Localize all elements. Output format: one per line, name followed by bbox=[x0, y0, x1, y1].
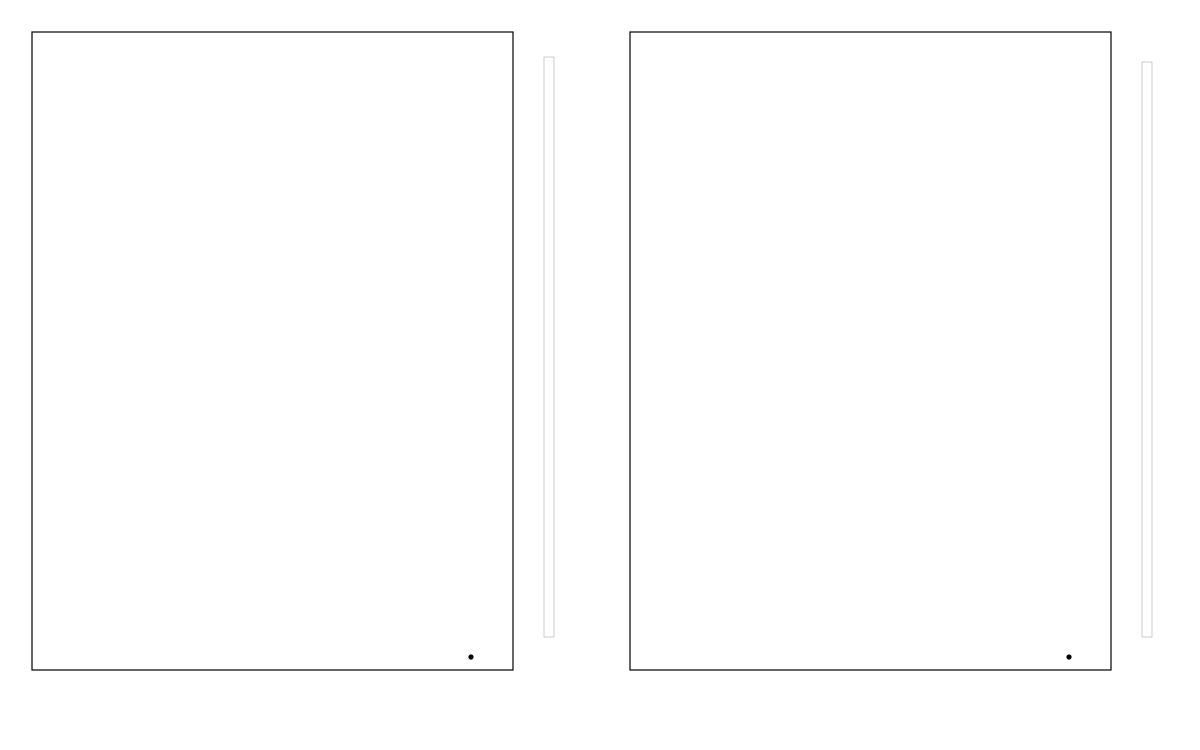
panel-a-colorbar bbox=[543, 56, 555, 638]
panel-b-plot-box bbox=[629, 31, 1112, 671]
panel-b-aqs-legend-dot bbox=[1066, 654, 1072, 660]
panel-a-plot-box bbox=[31, 31, 514, 671]
panel-b-colorbar bbox=[1141, 61, 1153, 638]
panel-a-aqs-legend-dot bbox=[468, 654, 474, 660]
